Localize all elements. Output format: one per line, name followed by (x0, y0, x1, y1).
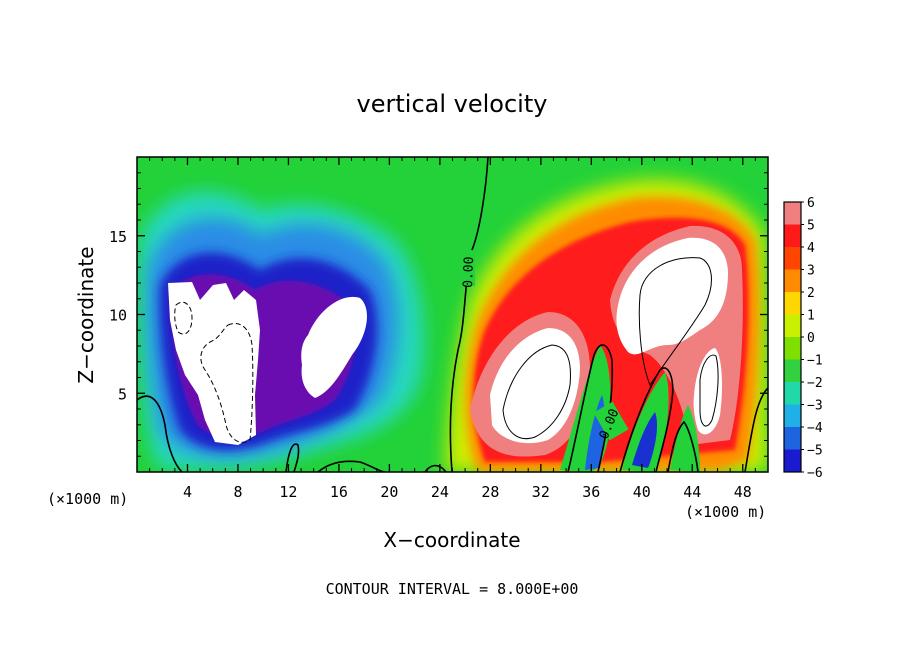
colorbar-band (784, 404, 801, 428)
pos-core-1 (490, 328, 580, 444)
colorbar-label: −1 (807, 354, 823, 369)
negative-contours (174, 301, 254, 443)
colorbar-label: −5 (807, 444, 823, 459)
colorbar-label: −6 (807, 466, 823, 481)
zero-contour-finger-3 (667, 420, 699, 472)
pos-core-2 (616, 237, 728, 355)
colorbar: 6 5 4 3 2 1 0 −1 −2 −3 −4 −5 −6 (783, 196, 823, 481)
contour-interval-note: CONTOUR INTERVAL = 8.000E+00 (326, 580, 579, 598)
colorbar-label: 0 (807, 331, 815, 346)
x-tick-label: 36 (582, 483, 600, 501)
x-tick-label: 16 (330, 483, 348, 501)
zero-contour-left-3 (317, 460, 386, 472)
pos-contour-1 (502, 344, 571, 439)
colorbar-band (784, 359, 801, 383)
colorbar-label: 4 (807, 241, 815, 256)
colorbar-label: −3 (807, 399, 823, 414)
zero-contour-main (449, 157, 489, 472)
x-tick-label: 44 (683, 483, 701, 501)
zero-contour-left-2 (285, 443, 300, 472)
cold-finger-3 (670, 405, 700, 472)
colorbar-label: 6 (807, 196, 815, 211)
y-tick-label: 15 (109, 228, 127, 246)
x-tick-label: 48 (734, 483, 752, 501)
colorbar-label: −2 (807, 376, 823, 391)
x-tick-label: 40 (633, 483, 651, 501)
contour-label-1: 0.00 (461, 256, 477, 288)
cold-blue-2 (632, 412, 658, 468)
colorbar-label: −4 (807, 421, 823, 436)
colorbar-band (784, 224, 801, 248)
zero-contour-left-4 (424, 464, 447, 472)
x-tick-label: 8 (233, 483, 242, 501)
x-axis-title: X−coordinate (383, 528, 520, 552)
x-tick-label: 32 (532, 483, 550, 501)
colorbar-label: 5 (807, 219, 815, 234)
x-tick-label: 4 (183, 483, 192, 501)
colorbar-band (784, 269, 801, 293)
positive-contours (502, 257, 719, 439)
pos-contour-3 (699, 354, 719, 427)
colorbar-band (784, 247, 801, 270)
x-tick-label: 12 (279, 483, 297, 501)
neg-contour-2 (200, 323, 254, 443)
x-tick-label: 28 (481, 483, 499, 501)
y-axis-ticks: 5 10 15 (109, 172, 768, 457)
colorbar-band (784, 202, 801, 225)
zero-contour-finger-2 (619, 367, 674, 472)
neg-core-left (168, 282, 260, 445)
colorbar-band (784, 314, 801, 338)
colorbar-label: 2 (807, 286, 815, 301)
velocity-field: 0.00 0.00 (137, 157, 768, 472)
colorbar-band (784, 337, 801, 360)
x-unit-label: (×1000 m) (685, 503, 766, 521)
y-tick-label: 10 (109, 307, 127, 325)
y-tick-label: 5 (118, 385, 127, 403)
zero-contour-left-1 (137, 395, 183, 472)
neg-core-mid (301, 296, 367, 398)
colorbar-band (784, 382, 801, 405)
x-tick-label: 24 (431, 483, 449, 501)
x-axis-ticks: 4 8 12 16 20 24 28 32 36 40 44 48 (149, 157, 756, 501)
colorbar-band (784, 449, 801, 473)
colorbar-band (784, 427, 801, 450)
pos-contour-2 (638, 257, 712, 387)
chart-title: vertical velocity (357, 90, 548, 118)
y-axis-title: Z−coordinate (74, 246, 98, 383)
colorbar-label: 3 (807, 264, 815, 279)
neg-contour-1 (174, 301, 193, 335)
colorbar-band (784, 292, 801, 315)
colorbar-label: 1 (807, 309, 815, 324)
y-unit-label: (×1000 m) (47, 490, 128, 508)
zero-contour-edge (744, 387, 768, 472)
cold-finger-2 (622, 372, 669, 472)
x-tick-label: 20 (380, 483, 398, 501)
pos-core-3 (693, 348, 723, 435)
zero-contours (137, 157, 768, 472)
